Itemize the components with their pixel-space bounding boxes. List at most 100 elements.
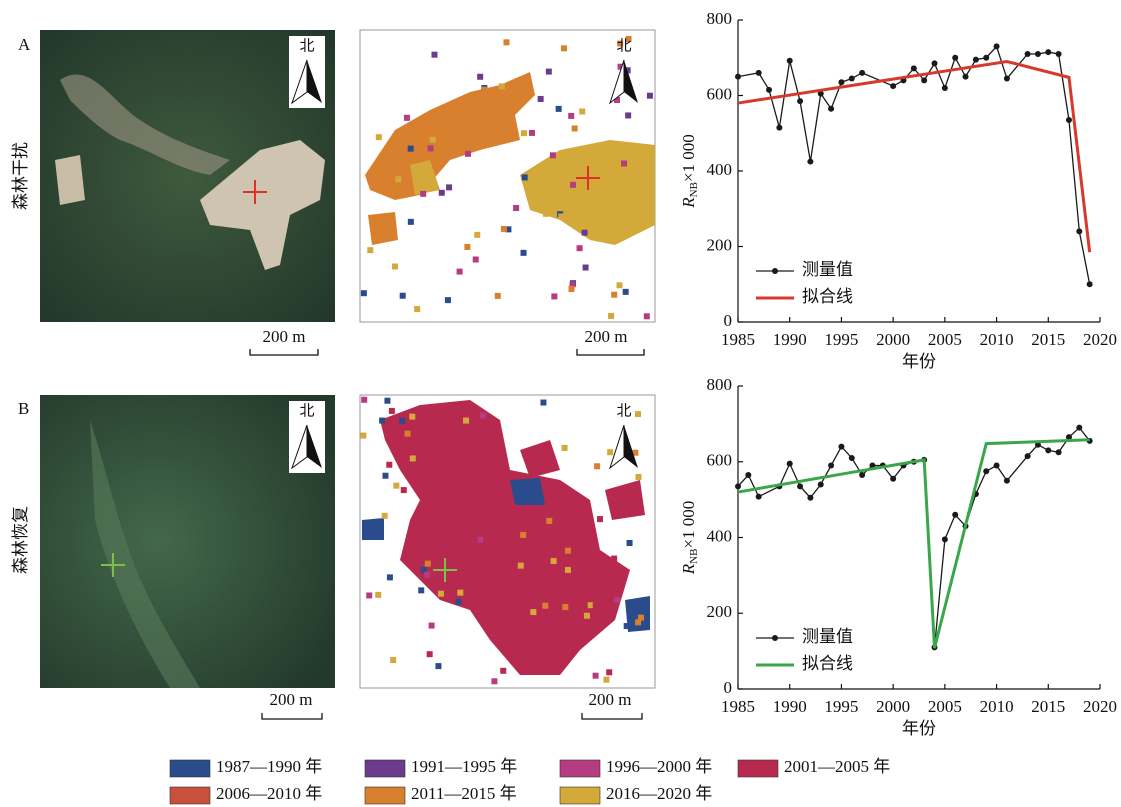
x-tick-label: 1995 [824,330,858,349]
map-pixel [522,174,528,180]
map-pixel [366,592,372,598]
map-pixel [393,483,399,489]
y-tick-label: 600 [707,451,733,470]
data-point [1004,478,1010,484]
map-pixel [529,130,535,136]
map-pixel [597,516,603,522]
data-point [952,55,958,61]
legend-swatch [560,787,600,804]
data-point [983,468,989,474]
data-point [859,70,865,76]
map-pixel [530,609,536,615]
map-pixel [503,39,509,45]
map-pixel [382,473,388,479]
legend-label: 1991—1995 年 [411,757,517,776]
map-pixel [582,230,588,236]
x-tick-label: 2010 [980,330,1014,349]
map-pixel [583,265,589,271]
map-pixel [474,232,480,238]
map-pixel [367,247,373,253]
map-pixel [477,74,483,80]
map-pixel [550,152,556,158]
map-pixel [635,474,641,480]
x-tick-label: 1990 [773,330,807,349]
map-pixel [562,445,568,451]
map-pixel [520,532,526,538]
map-pixel [361,397,367,403]
map-pixel [542,603,548,609]
map-pixel [455,599,461,605]
data-point [942,536,948,542]
map-pixel [624,623,630,629]
y-tick-label: 400 [707,160,733,179]
y-axis-subscript: NB [688,182,700,197]
map-pixel [404,115,410,121]
map-pixel [457,590,463,596]
map-pixel [606,669,612,675]
x-axis-title: 年份 [902,719,936,738]
data-point [973,57,979,63]
x-tick-label: 2005 [928,697,962,716]
y-axis-factor: ×1 000 [679,501,698,549]
x-tick-label: 2015 [1031,697,1065,716]
series-line [738,440,1090,648]
map-pixel [593,603,599,609]
map-pixel [473,256,479,262]
legend-marker [772,635,778,641]
legend-label: 测量值 [802,260,853,279]
map-pixel [425,411,431,417]
map-pixel [390,657,396,663]
data-point [1076,228,1082,234]
data-point [1056,449,1062,455]
y-axis-factor: ×1 000 [679,134,698,182]
map-pixel [427,651,433,657]
map-pixel [572,125,578,131]
data-point [807,159,813,165]
map-pixel [500,668,506,674]
legend-swatch [560,760,600,777]
map-pixel [464,244,470,250]
map-pixel [622,224,628,230]
map-pixel [558,213,564,219]
map-region [368,212,398,245]
legend-label: 拟合线 [802,287,853,306]
legend-label: 2001—2005 年 [784,757,890,776]
legend-swatch [170,787,210,804]
legend-label: 1987—1990 年 [216,757,322,776]
map-pixel [399,418,405,424]
map-region [510,478,545,505]
map-pixel [521,250,527,256]
map-pixel [428,145,434,151]
data-point [776,125,782,131]
map-pixel [554,616,560,622]
map-pixel [569,286,575,292]
map-pixel [395,176,401,182]
map-pixel [647,93,653,99]
data-point [890,476,896,482]
map-pixel [369,529,375,535]
data-point [849,455,855,461]
y-tick-label: 200 [707,602,733,621]
map-pixel [616,282,622,288]
map-pixel [568,113,574,119]
map-pixel [418,587,424,593]
x-tick-label: 2015 [1031,330,1065,349]
map-pixel [491,678,497,684]
y-tick-label: 0 [724,311,733,330]
map-pixel [435,663,441,669]
map-pixel [477,537,483,543]
scale-label: 200 m [589,690,632,709]
data-point [890,83,896,89]
map-pixel [546,518,552,524]
legend-swatch [170,760,210,777]
data-point [1045,49,1051,55]
map-pixel [386,462,392,468]
legend-label: 拟合线 [802,654,853,673]
legend-label: 2016—2020 年 [606,784,712,803]
map-pixel [538,96,544,102]
map-pixel [562,506,568,512]
data-point [797,483,803,489]
x-tick-label: 1985 [721,697,755,716]
map-pixel [409,414,415,420]
data-point [1025,51,1031,57]
